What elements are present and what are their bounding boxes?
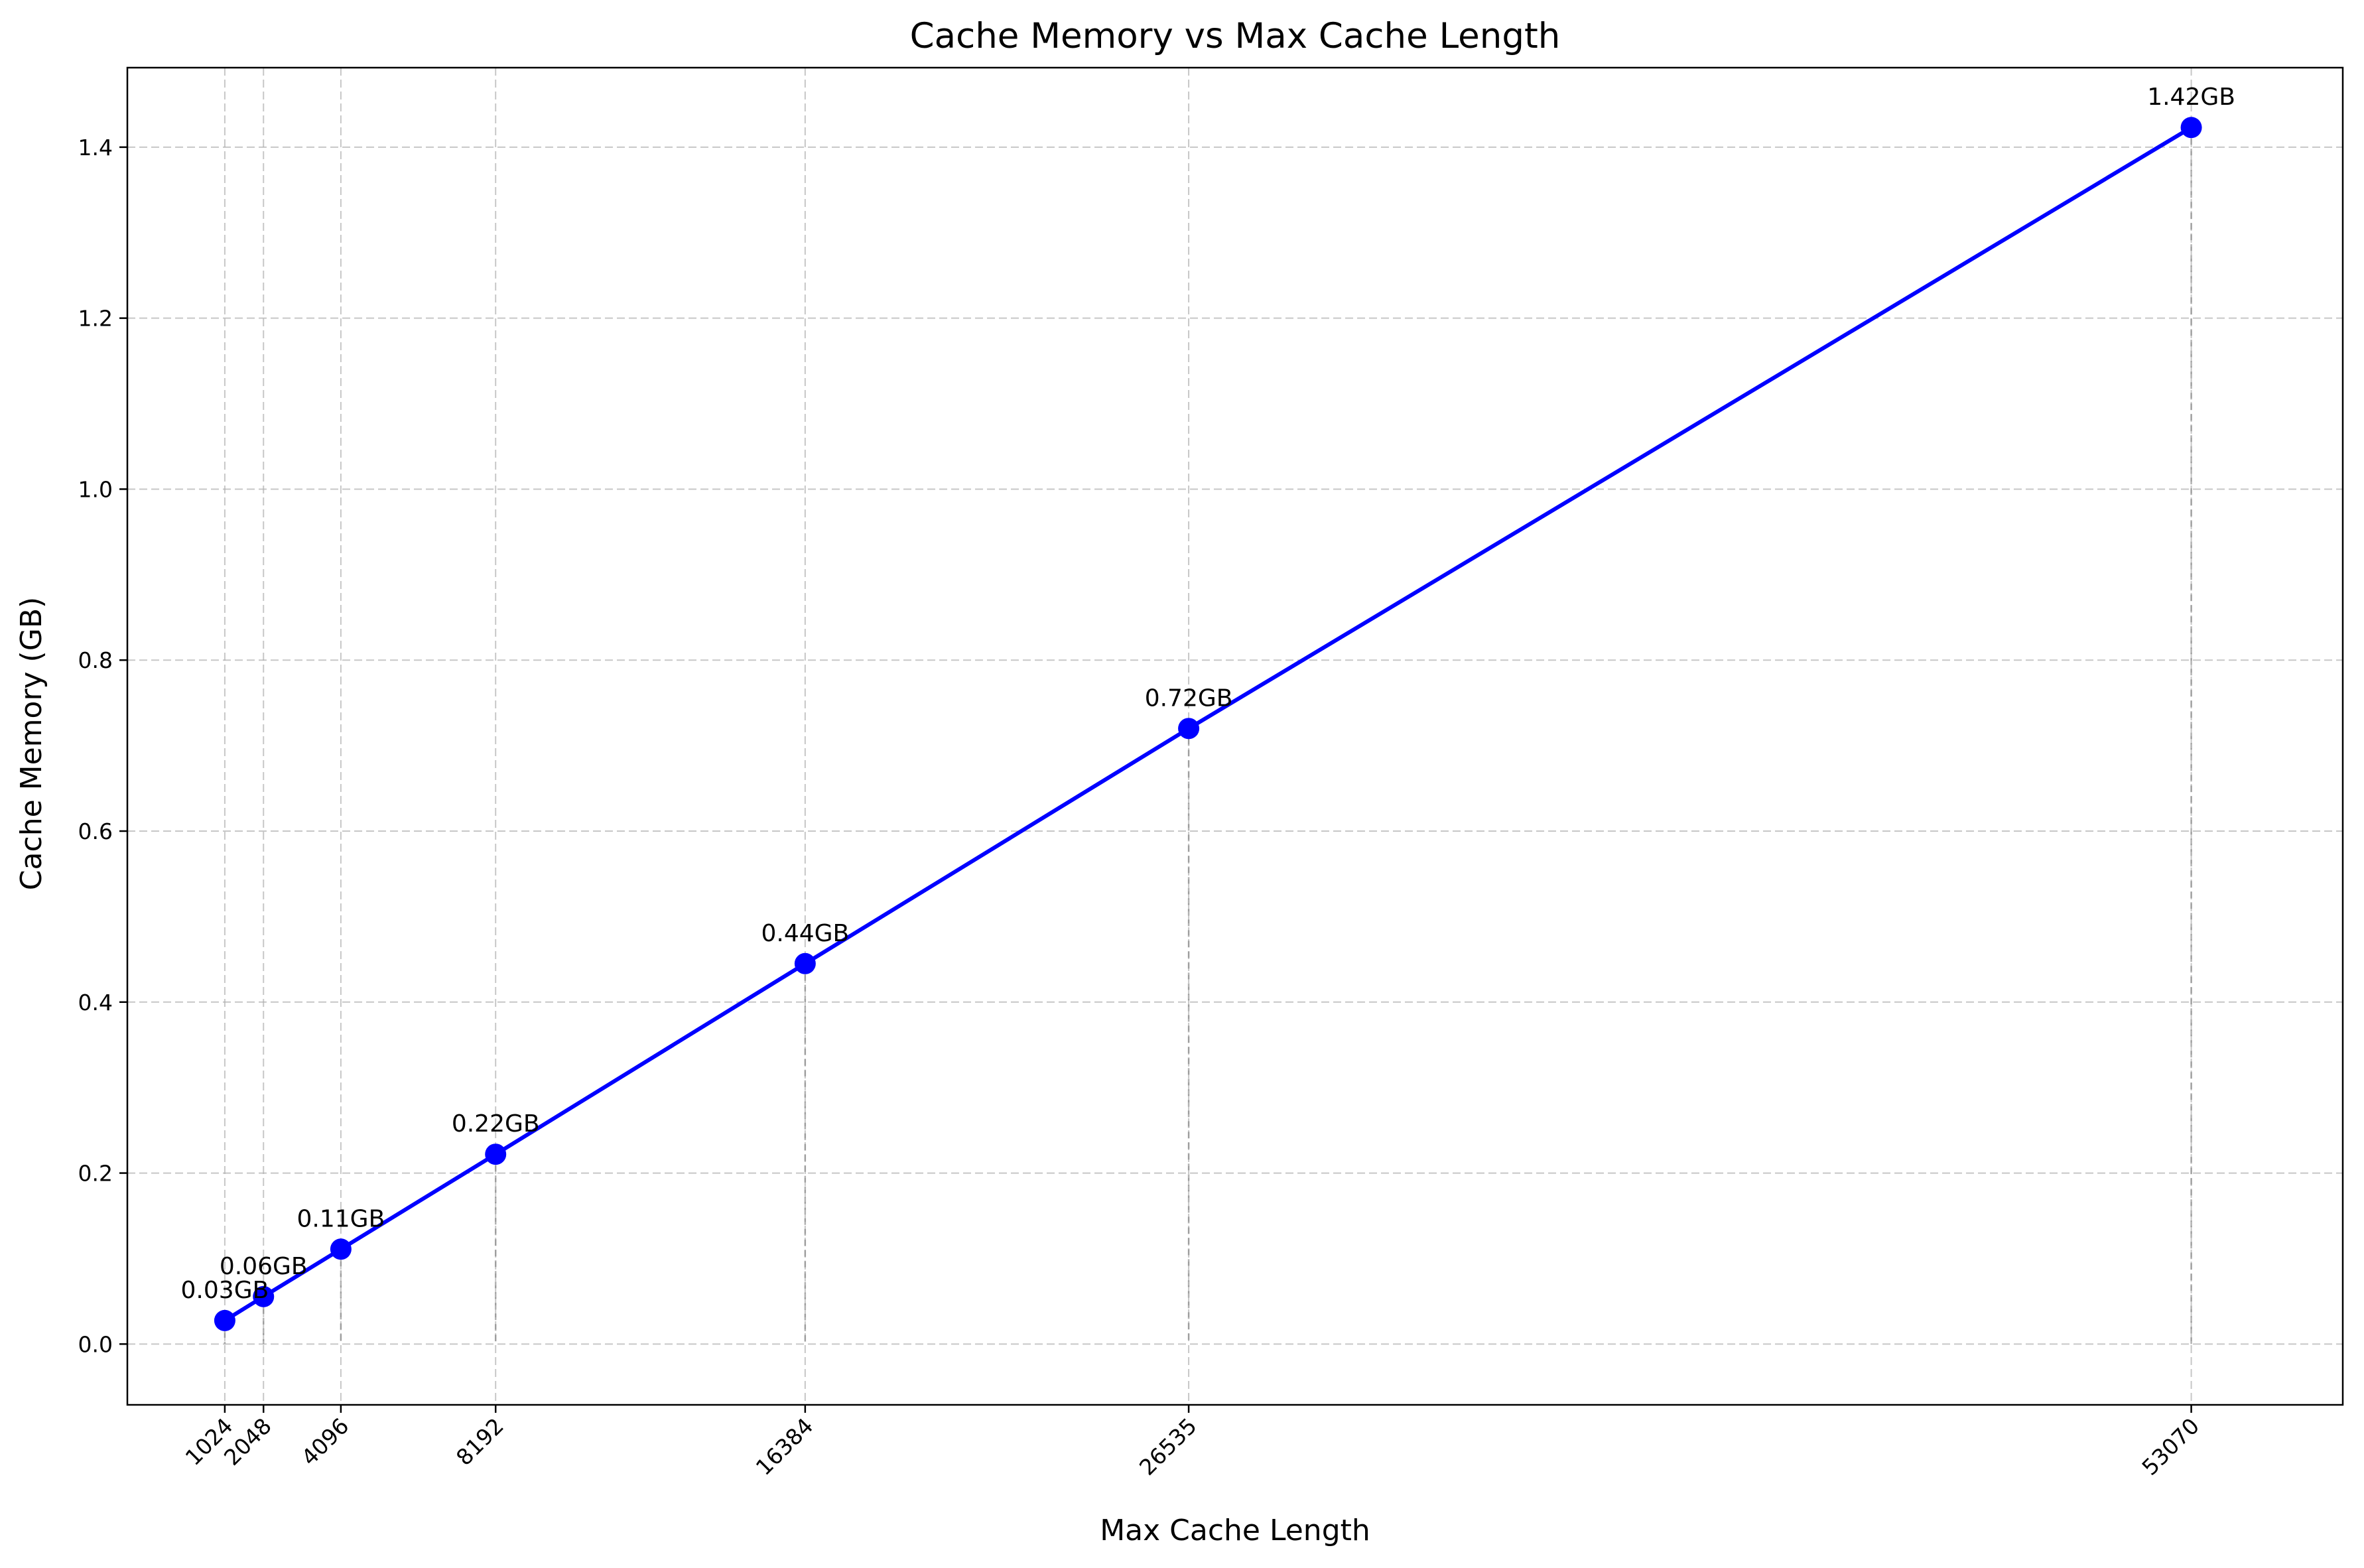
series-layer (214, 117, 2202, 1331)
y-tick-label: 0.4 (78, 990, 113, 1015)
y-tick-label: 0.2 (78, 1161, 113, 1187)
data-label: 1.42GB (2147, 84, 2235, 111)
data-label: 0.11GB (297, 1205, 385, 1232)
y-gridlines (127, 146, 2343, 1345)
data-point (794, 952, 816, 974)
data-point (253, 1285, 275, 1307)
y-axis-ticks: 0.0 0.2 0.4 0.6 0.8 1.0 1.2 1.4 (78, 135, 127, 1357)
y-tick-label: 1.2 (78, 306, 113, 332)
data-label: 0.22GB (452, 1110, 540, 1138)
y-tick-label: 1.4 (78, 135, 113, 161)
data-point (214, 1309, 235, 1331)
data-point (2180, 117, 2202, 139)
y-axis-label: Cache Memory (GB) (15, 597, 48, 890)
y-tick-label: 0.6 (78, 818, 113, 844)
data-label: 0.06GB (220, 1253, 308, 1280)
data-point (485, 1143, 507, 1165)
data-point (1178, 718, 1200, 740)
y-tick-label: 1.0 (78, 476, 113, 502)
data-label: 0.03GB (181, 1277, 269, 1304)
data-label: 0.72GB (1145, 685, 1233, 712)
y-tick-label: 0.8 (78, 647, 113, 673)
y-tick-label: 0.0 (78, 1331, 113, 1357)
x-axis-label: Max Cache Length (1100, 1514, 1370, 1547)
data-label: 0.44GB (761, 920, 849, 947)
plot-frame (126, 66, 2344, 1406)
chart-title: Cache Memory vs Max Cache Length (910, 16, 1561, 56)
data-point (330, 1238, 352, 1260)
